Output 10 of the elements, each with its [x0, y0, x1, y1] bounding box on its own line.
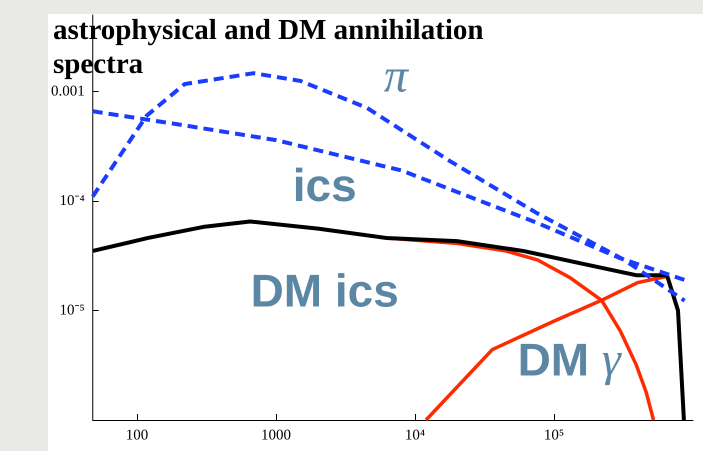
x-tick-label: 10⁴: [404, 428, 426, 444]
x-tick-label: 1000: [261, 428, 292, 444]
y-tick-label: 10⁻⁵: [60, 302, 85, 319]
annotation: DM γ: [518, 332, 622, 386]
x-tick-label: 10⁵: [544, 428, 564, 444]
annotation: ics: [292, 159, 357, 212]
y-tick-label: 10⁻⁴: [60, 193, 85, 210]
annotation: DM ics: [250, 264, 399, 316]
x-tick-label: 100: [126, 428, 148, 444]
y-tick-label: 0.001: [51, 84, 85, 100]
